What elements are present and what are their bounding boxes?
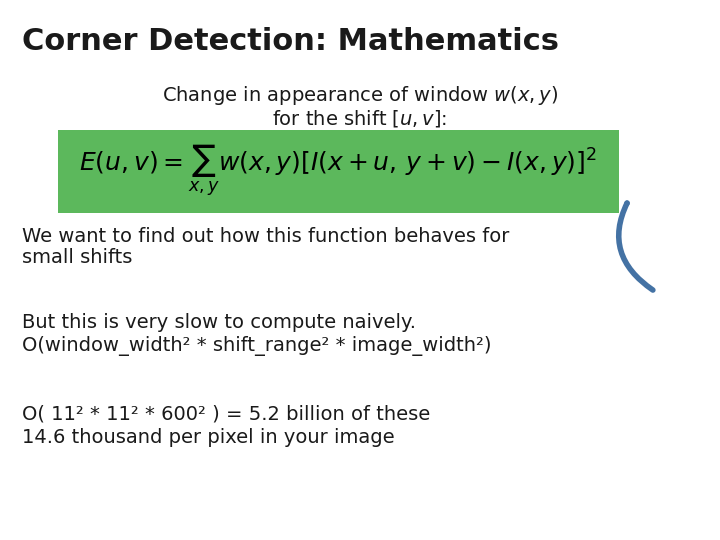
- Text: But this is very slow to compute naively.: But this is very slow to compute naively…: [22, 313, 415, 332]
- Text: small shifts: small shifts: [22, 248, 132, 267]
- Text: 14.6 thousand per pixel in your image: 14.6 thousand per pixel in your image: [22, 428, 395, 447]
- Text: for the shift [$u, v$]:: for the shift [$u, v$]:: [272, 108, 448, 129]
- Text: Change in appearance of window $w(x, y)$: Change in appearance of window $w(x, y)$: [162, 84, 558, 107]
- Text: O( 11² * 11² * 600² ) = 5.2 billion of these: O( 11² * 11² * 600² ) = 5.2 billion of t…: [22, 405, 430, 424]
- Text: O(window_width² * shift_range² * image_width²): O(window_width² * shift_range² * image_w…: [22, 336, 491, 356]
- FancyArrowPatch shape: [618, 203, 653, 290]
- Text: Corner Detection: Mathematics: Corner Detection: Mathematics: [22, 27, 559, 56]
- Text: $E(u,v) = \sum_{x,y} w(x,y)\left[I(x+u,\, y+v) - I(x,y)\right]^2$: $E(u,v) = \sum_{x,y} w(x,y)\left[I(x+u,\…: [79, 142, 598, 198]
- Text: We want to find out how this function behaves for: We want to find out how this function be…: [22, 227, 509, 246]
- FancyBboxPatch shape: [58, 130, 619, 213]
